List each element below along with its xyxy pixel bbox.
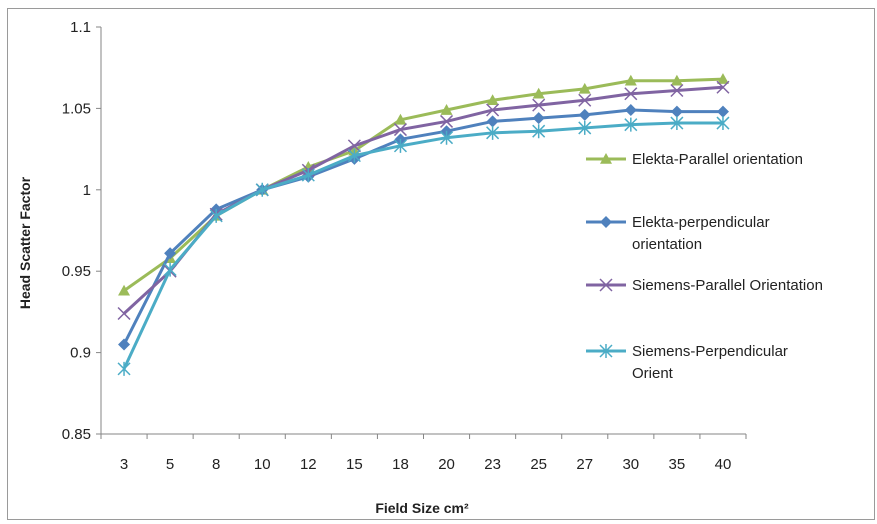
data-point — [117, 361, 131, 376]
data-point — [716, 73, 729, 84]
y-tick-label: 1.1 — [70, 19, 91, 36]
data-point — [624, 87, 638, 101]
legend-label: Siemens-Perpendicular Orient — [632, 343, 788, 382]
x-tick-label: 35 — [669, 456, 686, 473]
data-point — [486, 115, 499, 128]
data-point — [532, 98, 546, 112]
data-point — [624, 117, 638, 132]
legend-label: Elekta-Parallel orientation — [632, 151, 803, 168]
data-point — [486, 125, 500, 140]
x-tick-label: 25 — [530, 456, 547, 473]
x-tick-label: 15 — [346, 456, 363, 473]
x-tick-label: 18 — [392, 456, 409, 473]
x-tick-label: 10 — [254, 456, 271, 473]
series-1 — [118, 73, 729, 296]
data-point — [670, 83, 684, 98]
legend: Elekta-Parallel orientation Elekta-perpen… — [586, 151, 823, 382]
data-point — [670, 74, 683, 86]
data-point — [670, 105, 683, 118]
data-point — [118, 284, 131, 296]
x-tick-label: 27 — [576, 456, 593, 473]
legend-swatch-marker — [599, 344, 613, 358]
data-point — [578, 108, 591, 121]
data-point — [393, 138, 407, 153]
series-line — [122, 121, 723, 370]
data-point — [209, 208, 223, 223]
data-point — [440, 114, 454, 128]
y-tick-label: 0.95 — [62, 263, 91, 280]
y-axis-label: Head Scatter Factor — [17, 176, 33, 309]
x-axis-label: Field Size cm² — [375, 500, 469, 516]
series-line — [122, 108, 723, 346]
data-point — [670, 116, 684, 131]
series-4 — [117, 116, 730, 376]
x-tick-label: 20 — [438, 456, 455, 473]
data-point — [486, 94, 499, 106]
data-point — [578, 120, 592, 135]
data-point — [347, 139, 361, 153]
x-tick-label: 5 — [166, 456, 174, 473]
data-point — [624, 74, 637, 86]
data-point — [440, 130, 454, 145]
legend-swatch-marker — [600, 216, 612, 228]
legend-swatch-marker — [600, 153, 612, 164]
data-point — [716, 116, 730, 131]
x-tick-label: 23 — [484, 456, 501, 473]
data-point — [347, 148, 361, 163]
x-tick-label: 3 — [120, 456, 128, 473]
data-point — [624, 104, 637, 117]
x-tick-label: 40 — [715, 456, 732, 473]
data-point — [532, 112, 545, 125]
data-point — [163, 262, 177, 277]
x-tick-label: 8 — [212, 456, 220, 473]
data-point — [164, 247, 177, 260]
legend-swatch-marker — [599, 278, 613, 292]
data-point — [532, 124, 546, 139]
data-point — [486, 103, 500, 117]
data-point — [393, 123, 407, 137]
data-point — [716, 80, 730, 94]
legend-label: Elekta-perpendicular orientation — [632, 214, 770, 253]
data-point — [578, 93, 592, 107]
data-point — [716, 105, 729, 118]
y-tick-label: 1 — [83, 182, 91, 199]
data-point — [117, 306, 131, 321]
y-tick-label: 0.9 — [70, 345, 91, 362]
data-point — [394, 113, 407, 125]
data-point — [301, 168, 315, 183]
data-point — [532, 87, 545, 99]
y-tick-label: 1.05 — [62, 100, 91, 117]
y-tick-label: 0.85 — [62, 426, 91, 443]
data-point — [255, 182, 269, 197]
legend-label: Siemens-Parallel Orientation — [632, 277, 823, 294]
data-point — [578, 82, 591, 94]
legend-item-3: Siemens-Parallel Orientation — [586, 277, 823, 294]
data-point — [440, 104, 453, 115]
legend-item-2: Elekta-perpendicular orientation — [586, 214, 770, 253]
plot-area — [117, 73, 730, 376]
x-tick-label: 12 — [300, 456, 317, 473]
legend-item-1: Elekta-Parallel orientation — [586, 151, 803, 168]
chart-frame: 0.85 0.9 0.95 1 1.05 1.1 3 5 8 10 12 15 18 20 23 25 27 30… — [7, 8, 875, 520]
data-point — [118, 338, 131, 351]
x-tick-label: 30 — [622, 456, 639, 473]
legend-item-4: Siemens-Perpendicular Orient — [586, 343, 788, 382]
